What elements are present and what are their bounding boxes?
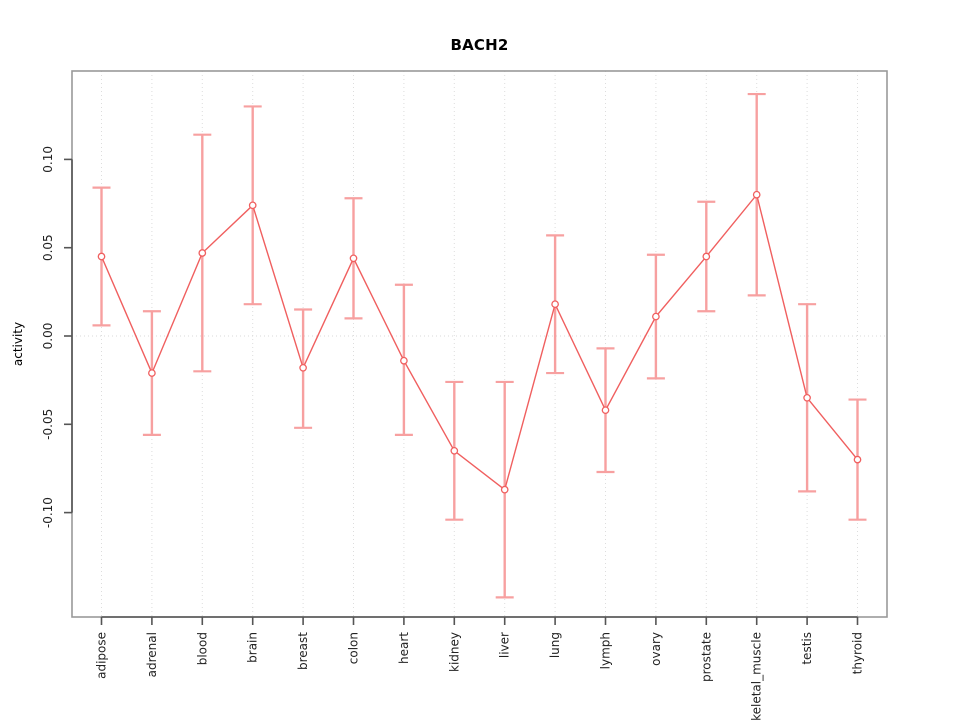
data-point-marker <box>752 190 761 199</box>
x-axis-category-label: heart <box>397 632 411 664</box>
data-point-marker <box>853 455 862 464</box>
x-axis-category-label: adipose <box>95 632 109 679</box>
data-point-marker <box>702 252 711 261</box>
data-point-marker <box>652 312 660 321</box>
y-axis: 0.10 0.05 0.00 -0.05 -0.10 <box>41 146 73 528</box>
x-axis-category-label: breast <box>296 632 310 670</box>
x-axis-category-label: adrenal <box>145 632 159 677</box>
chart-title: BACH2 <box>450 36 509 54</box>
y-axis-tick-label: 0.00 <box>41 323 55 350</box>
y-axis-tick-label: -0.05 <box>41 409 55 440</box>
data-point-marker <box>198 249 207 257</box>
data-point-marker <box>803 393 811 402</box>
data-point-marker <box>299 363 307 372</box>
data-point-marker <box>400 356 408 365</box>
x-axis-category-label: prostate <box>699 632 713 682</box>
data-point-marker <box>500 485 509 494</box>
x-axis-category-label: liver <box>498 632 512 658</box>
x-axis: adipose adrenal blood brain breast colon heart… <box>95 616 865 720</box>
y-axis-tick-label: -0.10 <box>41 497 55 528</box>
data-point-marker <box>97 252 106 261</box>
x-axis-category-label: lung <box>548 632 562 658</box>
x-axis-category-label: brain <box>246 632 260 663</box>
x-axis-category-label: ovary <box>649 632 663 666</box>
x-axis-category-label: kidney <box>447 632 461 672</box>
data-point-marker <box>601 406 610 415</box>
data-point-marker <box>248 201 257 210</box>
y-axis-tick-label: 0.10 <box>41 146 55 173</box>
y-axis-tick-label: 0.05 <box>41 234 55 261</box>
gridlines <box>72 71 887 617</box>
x-axis-category-label: thyroid <box>851 632 865 674</box>
data-line <box>100 193 859 491</box>
data-point-marker <box>349 254 358 263</box>
data-points <box>97 190 862 494</box>
x-axis-category-label: lymph <box>599 632 613 669</box>
data-point-marker <box>148 369 156 377</box>
plot-box <box>71 70 888 618</box>
data-point-marker <box>450 446 459 455</box>
data-point-marker <box>551 300 559 309</box>
error-bars <box>92 92 867 599</box>
x-axis-category-label: testis <box>800 632 814 665</box>
x-axis-category-label: skeletal_muscle <box>750 632 764 720</box>
x-axis-category-label: colon <box>347 632 361 664</box>
x-axis-category-label: blood <box>195 632 209 665</box>
